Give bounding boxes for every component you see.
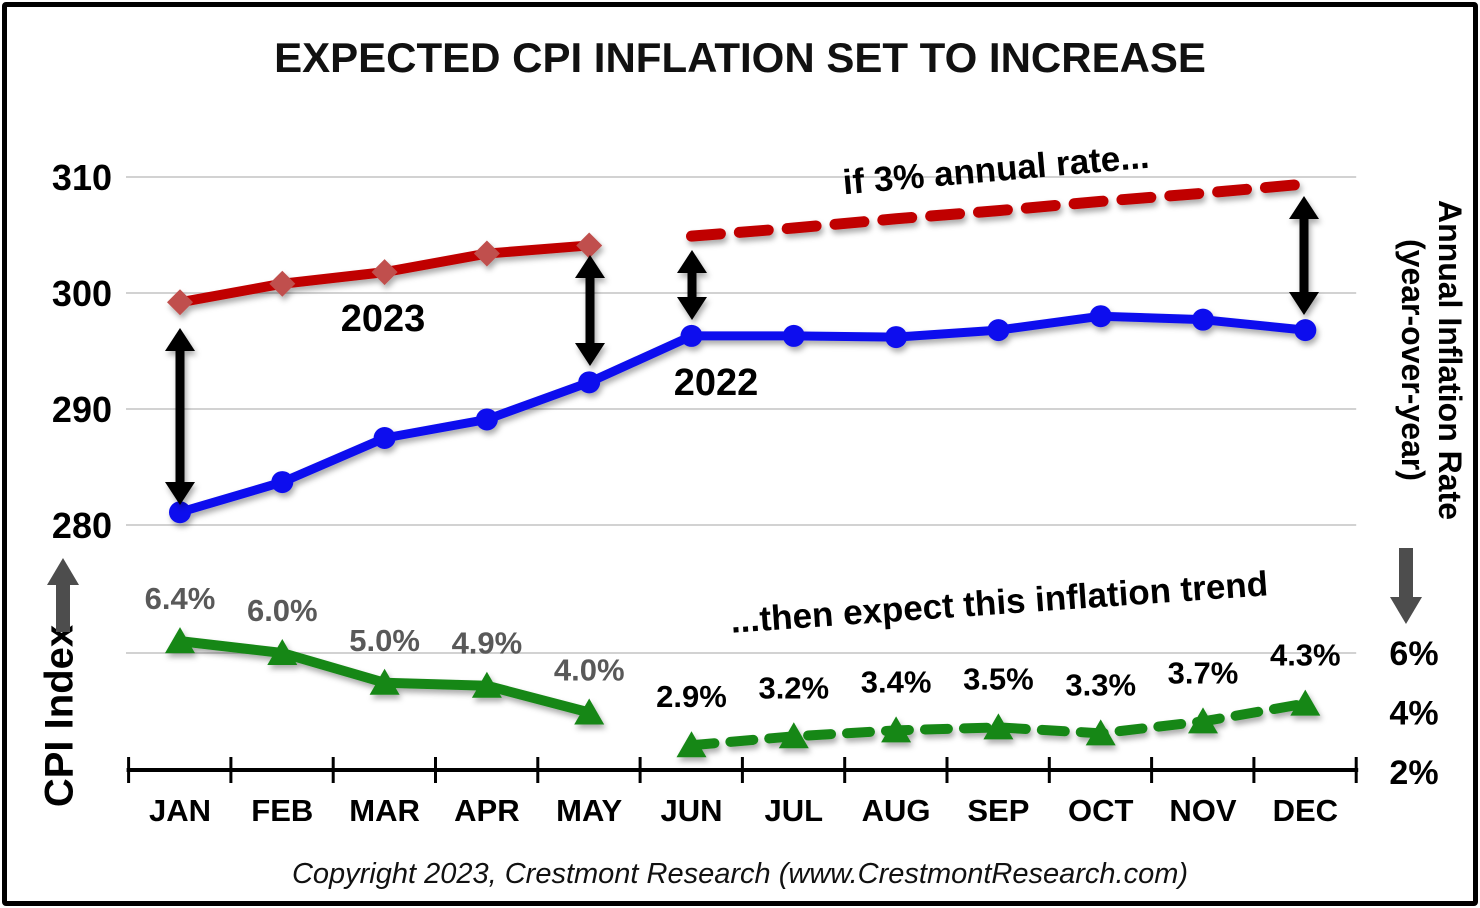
circle-marker xyxy=(1089,305,1112,328)
gap-arrow-head-down xyxy=(575,343,605,366)
series--then-expect-this-inflation-trend xyxy=(676,689,1321,758)
left-axis-tick-label: 300 xyxy=(52,273,112,314)
annotation-text: 2022 xyxy=(674,362,759,404)
month-label: OCT xyxy=(1068,793,1134,828)
right-axis-tick-label: 4% xyxy=(1389,695,1438,733)
diamond-marker xyxy=(576,232,603,259)
gap-arrow xyxy=(1289,196,1319,315)
series-if-3-annual-rate- xyxy=(686,178,1311,242)
point-label: 6.4% xyxy=(145,581,216,616)
month-label: MAY xyxy=(556,793,622,828)
series-2023 xyxy=(167,232,603,316)
triangle-marker xyxy=(1290,689,1321,716)
annotation-text: if 3% annual rate... xyxy=(841,137,1151,203)
left-axis-tick-label: 280 xyxy=(52,505,112,546)
left-axis-title: CPI Index xyxy=(37,624,82,808)
triangle-marker xyxy=(574,698,605,725)
triangle-marker xyxy=(165,627,195,654)
gap-arrow-head-down xyxy=(677,297,707,320)
month-label: SEP xyxy=(967,793,1029,828)
copyright-text: Copyright 2023, Crestmont Research (www.… xyxy=(291,858,1189,890)
circle-marker xyxy=(169,501,191,524)
triangle-marker xyxy=(778,722,809,749)
circle-marker xyxy=(373,427,396,449)
right-axis-title-line1: Annual Inflation Rate xyxy=(1432,200,1468,520)
month-label: JUL xyxy=(765,793,824,828)
gap-arrow-head-up xyxy=(165,328,195,351)
gap-arrow-head-down xyxy=(165,482,195,505)
gap-arrow-head-up xyxy=(677,250,707,273)
gap-arrow xyxy=(575,255,605,366)
circle-marker xyxy=(271,471,294,494)
chart-title: EXPECTED CPI INFLATION SET TO INCREASE xyxy=(274,34,1206,81)
diamond-marker xyxy=(371,259,398,286)
annotation-text: ...then expect this inflation trend xyxy=(729,564,1269,640)
point-label: 3.3% xyxy=(1065,667,1136,702)
triangle-marker xyxy=(471,671,502,698)
series-line xyxy=(686,178,1311,242)
diamond-marker xyxy=(473,240,500,267)
circle-marker xyxy=(987,319,1010,342)
right-axis-title-line2: (year-over-year) xyxy=(1395,239,1431,481)
left-axis-tick-label: 310 xyxy=(52,157,112,198)
gap-arrow xyxy=(677,250,707,320)
month-label: MAR xyxy=(349,793,420,828)
annotation-text: 2023 xyxy=(341,298,426,340)
point-label: 3.2% xyxy=(758,670,829,705)
right-axis-tick-label: 6% xyxy=(1389,635,1438,673)
point-label: 5.0% xyxy=(349,623,420,658)
triangle-marker xyxy=(881,716,912,743)
gap-arrow-head-up xyxy=(1289,196,1319,219)
point-label: 3.4% xyxy=(861,664,932,699)
circle-marker xyxy=(885,326,908,349)
left-axis-tick-label: 290 xyxy=(52,389,112,430)
month-label: JUN xyxy=(660,793,722,828)
point-label: 6.0% xyxy=(247,593,318,628)
point-label: 2.9% xyxy=(656,679,727,714)
point-label: 3.5% xyxy=(963,661,1034,696)
point-label: 3.7% xyxy=(1168,655,1239,690)
down-arrow-icon xyxy=(1390,548,1422,624)
series-annual-inflation-actual xyxy=(165,627,605,725)
month-label: JAN xyxy=(149,793,211,828)
triangle-marker xyxy=(983,713,1014,740)
point-label: 4.0% xyxy=(554,653,625,688)
month-label: DEC xyxy=(1273,793,1338,828)
triangle-marker xyxy=(267,639,298,665)
point-label: 4.3% xyxy=(1270,638,1341,673)
gap-arrow-head-up xyxy=(575,255,605,278)
circle-marker xyxy=(680,324,703,347)
month-label: APR xyxy=(454,793,519,828)
triangle-marker xyxy=(676,731,707,758)
circle-marker xyxy=(1192,308,1214,331)
circle-marker xyxy=(1294,319,1317,342)
gap-arrow xyxy=(165,328,195,505)
month-label: NOV xyxy=(1169,793,1237,828)
diamond-marker xyxy=(269,270,296,297)
series-line xyxy=(178,311,1306,517)
circle-marker xyxy=(782,324,805,347)
gap-arrow-head-down xyxy=(1289,292,1319,315)
month-label: AUG xyxy=(862,793,931,828)
up-arrow-icon xyxy=(47,558,79,632)
right-axis-title: Annual Inflation Rate (year-over-year) xyxy=(1394,155,1468,565)
circle-marker xyxy=(578,371,601,394)
right-axis-tick-label: 2% xyxy=(1389,754,1438,792)
point-label: 4.9% xyxy=(452,626,523,661)
series-2022 xyxy=(169,305,1317,524)
triangle-marker xyxy=(1085,719,1116,746)
diamond-marker xyxy=(167,289,193,316)
triangle-marker xyxy=(1188,707,1218,734)
triangle-marker xyxy=(369,668,400,695)
month-label: FEB xyxy=(251,793,313,828)
circle-marker xyxy=(475,408,498,431)
